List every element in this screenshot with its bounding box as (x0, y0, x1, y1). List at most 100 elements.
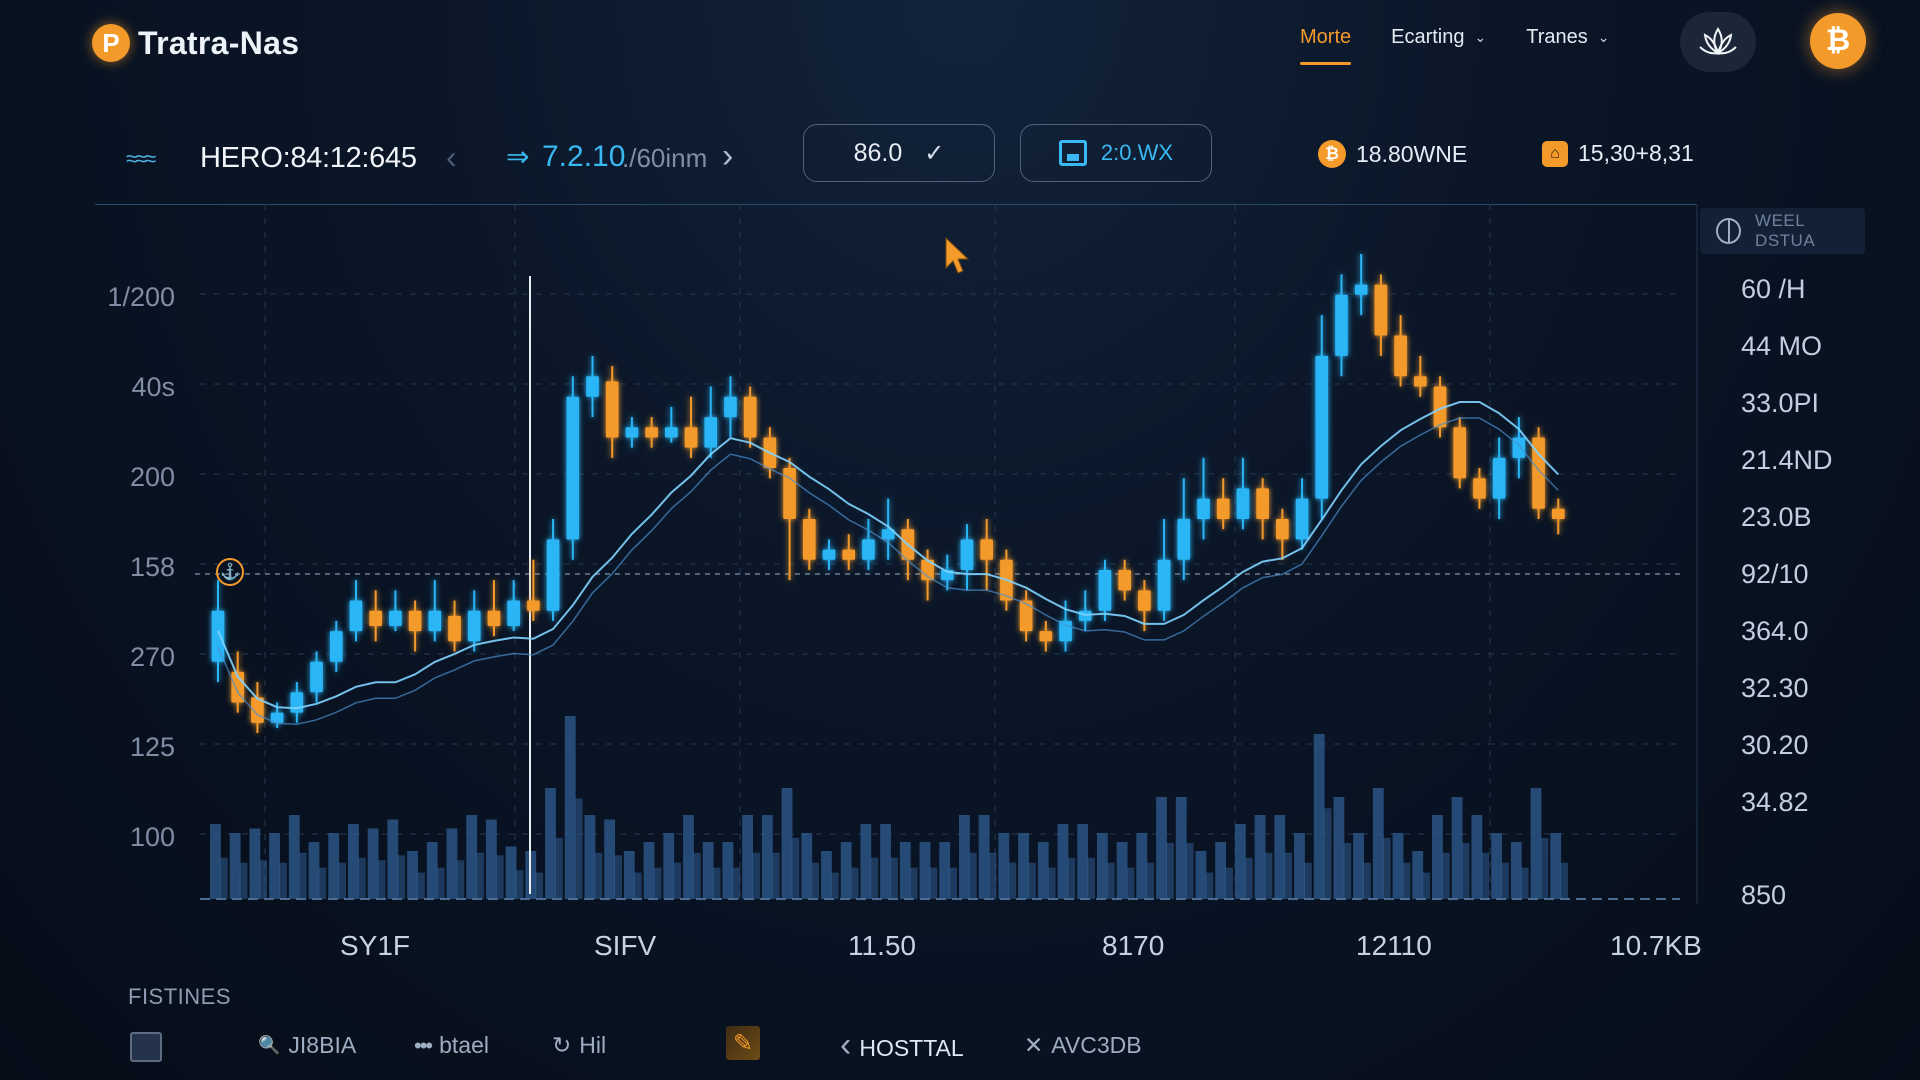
nav-item-label: Ecarting (1391, 26, 1465, 48)
volume-bar (219, 857, 228, 899)
chevron-left-icon[interactable]: ‹ (446, 139, 457, 175)
candle-up (389, 590, 402, 632)
search-button[interactable]: 🔍 JI8BIA (258, 1032, 356, 1059)
volume-bar (998, 833, 1010, 899)
candle-down (605, 366, 619, 458)
volume-bar (1215, 842, 1227, 899)
candle-down (448, 600, 461, 652)
volume-bar (1146, 862, 1155, 899)
volume-bar (1520, 867, 1529, 899)
candle-up (625, 417, 639, 448)
volume-bar (1402, 862, 1411, 899)
arrow-right-icon: ⇒ (506, 141, 530, 172)
candle-up (1335, 274, 1348, 377)
volume-bar (1481, 852, 1490, 899)
box-icon: ⌂ (1542, 140, 1568, 167)
candle-down (1118, 559, 1131, 601)
candlestick-chart[interactable] (95, 204, 1700, 904)
details-button[interactable]: ••• btael (414, 1032, 489, 1059)
volume-bar (1008, 862, 1017, 899)
nav-item-tranes[interactable]: Tranes ⌄ (1526, 26, 1609, 49)
volume-bar (771, 852, 780, 899)
candle-up (329, 620, 343, 672)
save-button[interactable]: 2:0.WX (1020, 124, 1212, 182)
candle-up (1492, 437, 1506, 519)
chevron-down-icon: ⌄ (1474, 29, 1487, 45)
volume-bar (1510, 842, 1522, 899)
chevron-right-icon[interactable]: › (722, 137, 734, 175)
candle-down (645, 417, 658, 448)
candle-down (1138, 580, 1151, 632)
right-axis-tick: 33.0PI (1741, 388, 1820, 418)
chart-side-toggle[interactable]: WEEL DSTUA (1700, 208, 1865, 254)
volume-bar (919, 842, 931, 899)
volume-bar (564, 716, 576, 899)
save-button-label: 2:0.WX (1100, 140, 1174, 165)
volume-bar (210, 824, 221, 899)
volume-bar (653, 867, 662, 899)
right-axis-tick: 30.20 (1741, 730, 1809, 760)
volume-bar (1323, 808, 1332, 899)
candle-up (586, 355, 599, 418)
chart-toolbar: ≈≈≈ HERO:84:12:645 ‹ ⇒ 7.2.10 ./60inm › … (0, 122, 1920, 192)
candle-down (1039, 620, 1053, 652)
volume-bar (308, 842, 320, 899)
volume-bar (357, 857, 366, 899)
tools-button[interactable]: ✕ AVC3DB (1024, 1032, 1142, 1059)
value-field[interactable]: 86.0 ✓ (803, 124, 995, 182)
volume-bar (1303, 862, 1312, 899)
volume-bar (1077, 824, 1089, 899)
chevron-down-icon: ⌄ (1597, 29, 1610, 45)
nav-item-label: Tranes (1526, 26, 1588, 48)
candle-down (1453, 417, 1467, 489)
volume-bar (269, 833, 280, 899)
candle-down (1394, 315, 1407, 387)
volume-bar (683, 815, 694, 899)
candle-down (980, 519, 994, 591)
volume-bar (338, 862, 346, 899)
volume-bar (1244, 857, 1253, 899)
volume-bar (890, 857, 898, 899)
hosttal-button[interactable]: ‹ HOSTTAL (840, 1026, 964, 1065)
candle-up (1315, 315, 1329, 519)
grid-button[interactable] (130, 1032, 162, 1062)
volume-bar (761, 815, 773, 899)
pen-icon[interactable]: ✎ (726, 1026, 760, 1060)
x-axis-tick: 8170 (1102, 930, 1165, 961)
coin-account-button[interactable]: ₿ (1810, 13, 1866, 69)
candle-up (1177, 478, 1191, 581)
candle-down (921, 549, 934, 601)
lotus-icon (1699, 27, 1737, 56)
volume-bar (249, 828, 261, 899)
volume-bar (298, 852, 307, 899)
volume-bar (1027, 862, 1036, 899)
nav-item-morte[interactable]: Morte (1300, 26, 1352, 65)
volume-bar (742, 815, 754, 899)
volume-bar (958, 815, 970, 899)
volume-bar (673, 862, 682, 899)
volume-bar (712, 867, 721, 899)
volume-bar (1461, 842, 1470, 899)
contrast-icon (1716, 218, 1742, 244)
candle-up (881, 498, 895, 560)
volume-bar (1175, 797, 1187, 899)
candle-up (822, 539, 836, 570)
anchor-icon[interactable]: ⚓ (216, 558, 244, 586)
volume-bar (702, 842, 714, 899)
nav-item-ecarting[interactable]: Ecarting ⌄ (1391, 26, 1486, 49)
volume-bar (781, 788, 793, 899)
right-axis-tick: 92/10 (1741, 559, 1809, 589)
candle-up (566, 376, 580, 560)
price-chart[interactable] (95, 204, 1700, 904)
right-axis-tick: 32.30 (1741, 673, 1809, 703)
volume-bar (1343, 842, 1352, 899)
history-button[interactable]: ↻ Hil (552, 1032, 606, 1059)
brand[interactable]: P Tratra-Nas (92, 24, 299, 62)
candle-down (1473, 468, 1486, 509)
volume-bar (801, 833, 813, 899)
right-axis-tick: 60 /H (1741, 274, 1806, 304)
volume-bar (614, 855, 622, 899)
lotus-button[interactable] (1680, 12, 1756, 72)
volume-bar (1550, 833, 1562, 899)
volume-bar (416, 872, 425, 899)
